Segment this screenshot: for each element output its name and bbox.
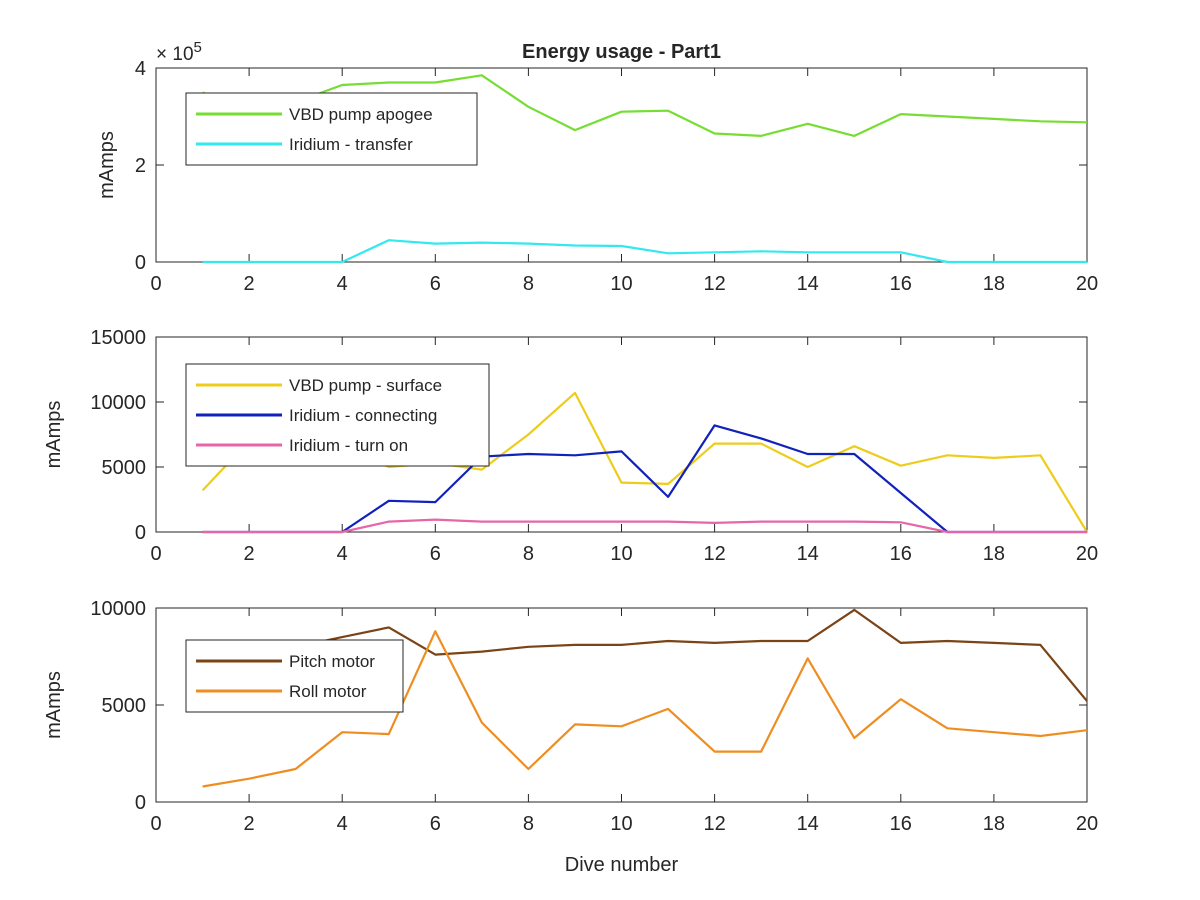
x-tick-label: 18 <box>983 813 1005 835</box>
y-tick-label: 15000 <box>90 327 146 349</box>
x-tick-label: 18 <box>983 273 1005 295</box>
x-tick-label: 4 <box>337 813 348 835</box>
y-axis-label: mAmps <box>43 401 65 469</box>
series-line-iridium-connecting <box>202 424 1087 534</box>
legend-entry-label: Pitch motor <box>289 652 375 671</box>
panel-1: 0 2 4 6 8 10 12 14 16 18 20 0 2 4 × 105 mAmps VBD pump a… <box>96 39 1098 295</box>
x-tick-label: 6 <box>430 543 441 565</box>
y-exponent-label: × 105 <box>156 39 202 65</box>
panel-2: 0 2 4 6 8 10 12 14 16 18 20 0 5000 10000 15000 mAmps VBD… <box>43 327 1098 565</box>
y-axis-label: mAmps <box>96 131 118 199</box>
x-tick-label: 8 <box>523 273 534 295</box>
x-tick-label: 0 <box>150 813 161 835</box>
series-line-vbd-pump-apogee <box>202 74 1088 137</box>
x-tick-label: 12 <box>703 543 725 565</box>
y-tick-label: 0 <box>135 522 146 544</box>
x-tick-label: 20 <box>1076 273 1098 295</box>
legend-entry-label: VBD pump apogee <box>289 105 433 124</box>
x-tick-label: 20 <box>1076 813 1098 835</box>
y-tick-label: 5000 <box>102 695 147 717</box>
legend: VBD pump - surface Iridium - connecting Ir… <box>185 363 490 467</box>
x-tick-label: 12 <box>703 813 725 835</box>
x-tick-label: 18 <box>983 543 1005 565</box>
x-tick-label: 14 <box>797 543 819 565</box>
x-tick-label: 0 <box>150 273 161 295</box>
x-tick-label: 20 <box>1076 543 1098 565</box>
x-tick-label: 10 <box>610 813 632 835</box>
series-line-roll-motor <box>202 630 1088 788</box>
series-line-pitch-motor <box>202 608 1088 702</box>
y-tick-label: 10000 <box>90 392 146 414</box>
x-tick-label: 4 <box>337 273 348 295</box>
x-tick-label: 14 <box>797 273 819 295</box>
x-tick-label: 8 <box>523 813 534 835</box>
series-line-iridium-transfer <box>202 239 1087 264</box>
x-tick-label: 0 <box>150 543 161 565</box>
y-tick-label: 2 <box>135 155 146 177</box>
legend-box <box>185 92 478 166</box>
legend-entry-label: Iridium - transfer <box>289 135 413 154</box>
y-tick-label: 0 <box>135 252 146 274</box>
legend-entry-label: Roll motor <box>289 682 367 701</box>
legend-entry-label: Iridium - turn on <box>289 436 408 455</box>
y-axis-label: mAmps <box>43 671 65 739</box>
x-tick-label: 6 <box>430 813 441 835</box>
x-tick-label: 2 <box>244 543 255 565</box>
x-tick-label: 4 <box>337 543 348 565</box>
x-tick-label: 10 <box>610 543 632 565</box>
legend-entry-label: VBD pump - surface <box>289 376 442 395</box>
panel-3: 0 2 4 6 8 10 12 14 16 18 20 0 5000 10000 mAmps Pitch mo… <box>43 598 1098 835</box>
x-tick-label: 2 <box>244 813 255 835</box>
y-tick-label: 4 <box>135 58 146 80</box>
x-tick-label: 12 <box>703 273 725 295</box>
figure-title: Energy usage - Part1 <box>522 41 721 63</box>
x-tick-label: 16 <box>890 273 912 295</box>
x-tick-label: 16 <box>890 543 912 565</box>
x-tick-label: 14 <box>797 813 819 835</box>
legend: VBD pump apogee Iridium - transfer <box>185 92 478 166</box>
y-tick-label: 10000 <box>90 598 146 620</box>
x-axis-label: Dive number <box>565 854 679 876</box>
series-line-iridium-turn-on <box>202 518 1087 534</box>
legend: Pitch motor Roll motor <box>185 639 404 713</box>
x-tick-label: 2 <box>244 273 255 295</box>
legend-entry-label: Iridium - connecting <box>289 406 437 425</box>
x-tick-label: 6 <box>430 273 441 295</box>
y-tick-label: 0 <box>135 792 146 814</box>
y-tick-label: 5000 <box>102 457 147 479</box>
x-tick-label: 10 <box>610 273 632 295</box>
x-tick-label: 8 <box>523 543 534 565</box>
legend-box <box>185 639 404 713</box>
x-tick-label: 16 <box>890 813 912 835</box>
